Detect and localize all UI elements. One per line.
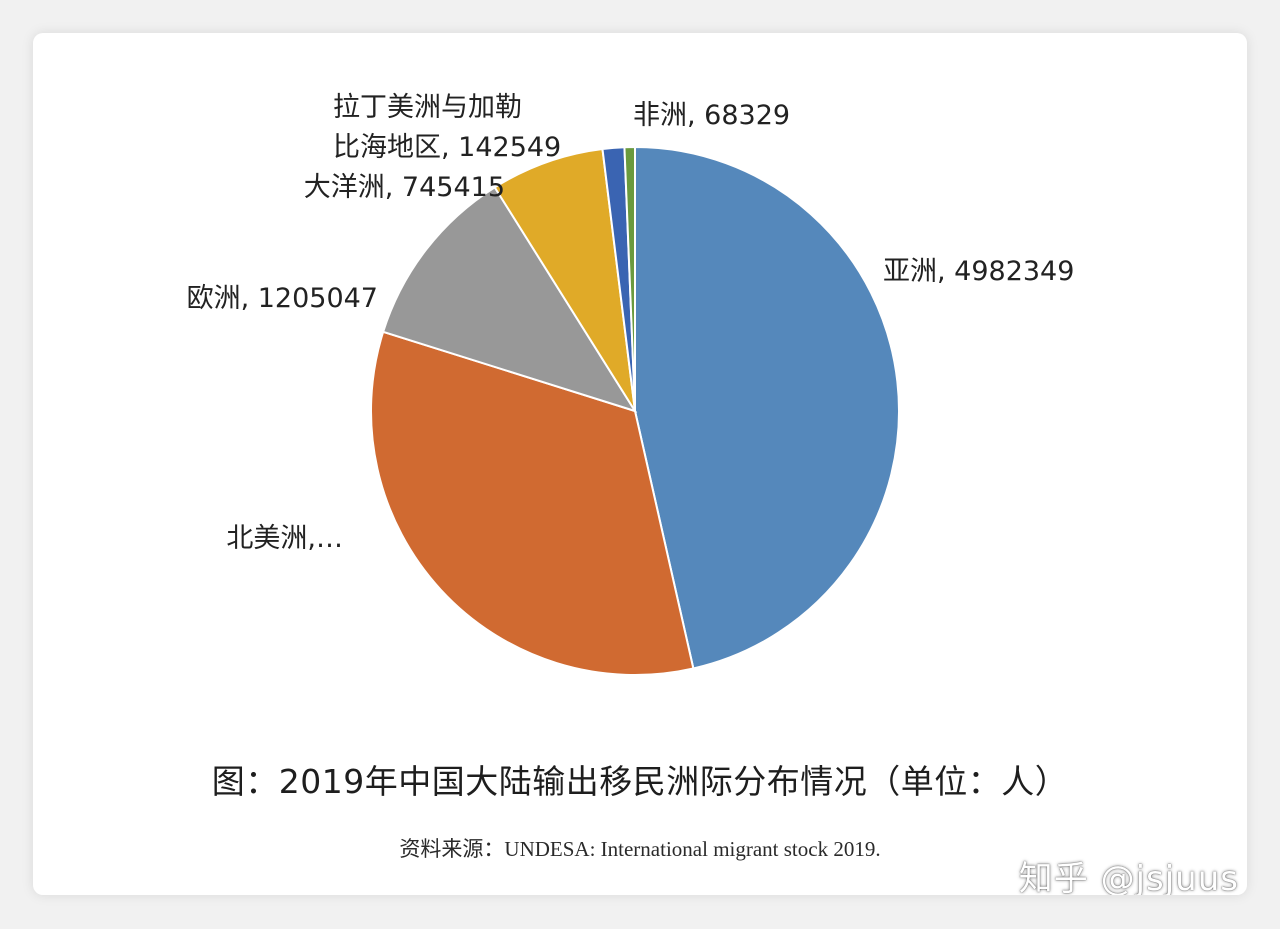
slice-label-3: 欧洲, 1205047 <box>187 283 378 314</box>
slice-label-4: 大洋洲, 745415 <box>304 172 505 203</box>
watermark: 知乎 @jsjuus <box>1018 859 1239 895</box>
pie-slice-4 <box>493 147 636 412</box>
slice-label-2: 北美洲,… <box>226 523 343 554</box>
chart-card: 亚洲, 4982349 北美洲,… 欧洲, 1205047 大洋洲, 745415 拉丁… <box>33 33 1247 895</box>
pie-slice-2 <box>370 330 695 676</box>
pie-slice-1 <box>634 145 900 670</box>
pie-chart: 亚洲, 4982349 北美洲,… 欧洲, 1205047 大洋洲, 745415 拉丁… <box>187 92 1074 676</box>
slice-label-1: 亚洲, 4982349 <box>883 256 1074 287</box>
chart-title: 图：2019年中国大陆输出移民洲际分布情况（单位：人） <box>211 762 1069 801</box>
chart-source: 资料来源：UNDESA: International migrant stock… <box>399 837 881 861</box>
pie-slice-6 <box>623 145 636 412</box>
slice-label-6: 非洲, 68329 <box>633 100 790 131</box>
slice-label-5: 拉丁美洲与加勒比海地区, 142549 <box>333 92 561 163</box>
pie-slice-3 <box>381 185 638 413</box>
